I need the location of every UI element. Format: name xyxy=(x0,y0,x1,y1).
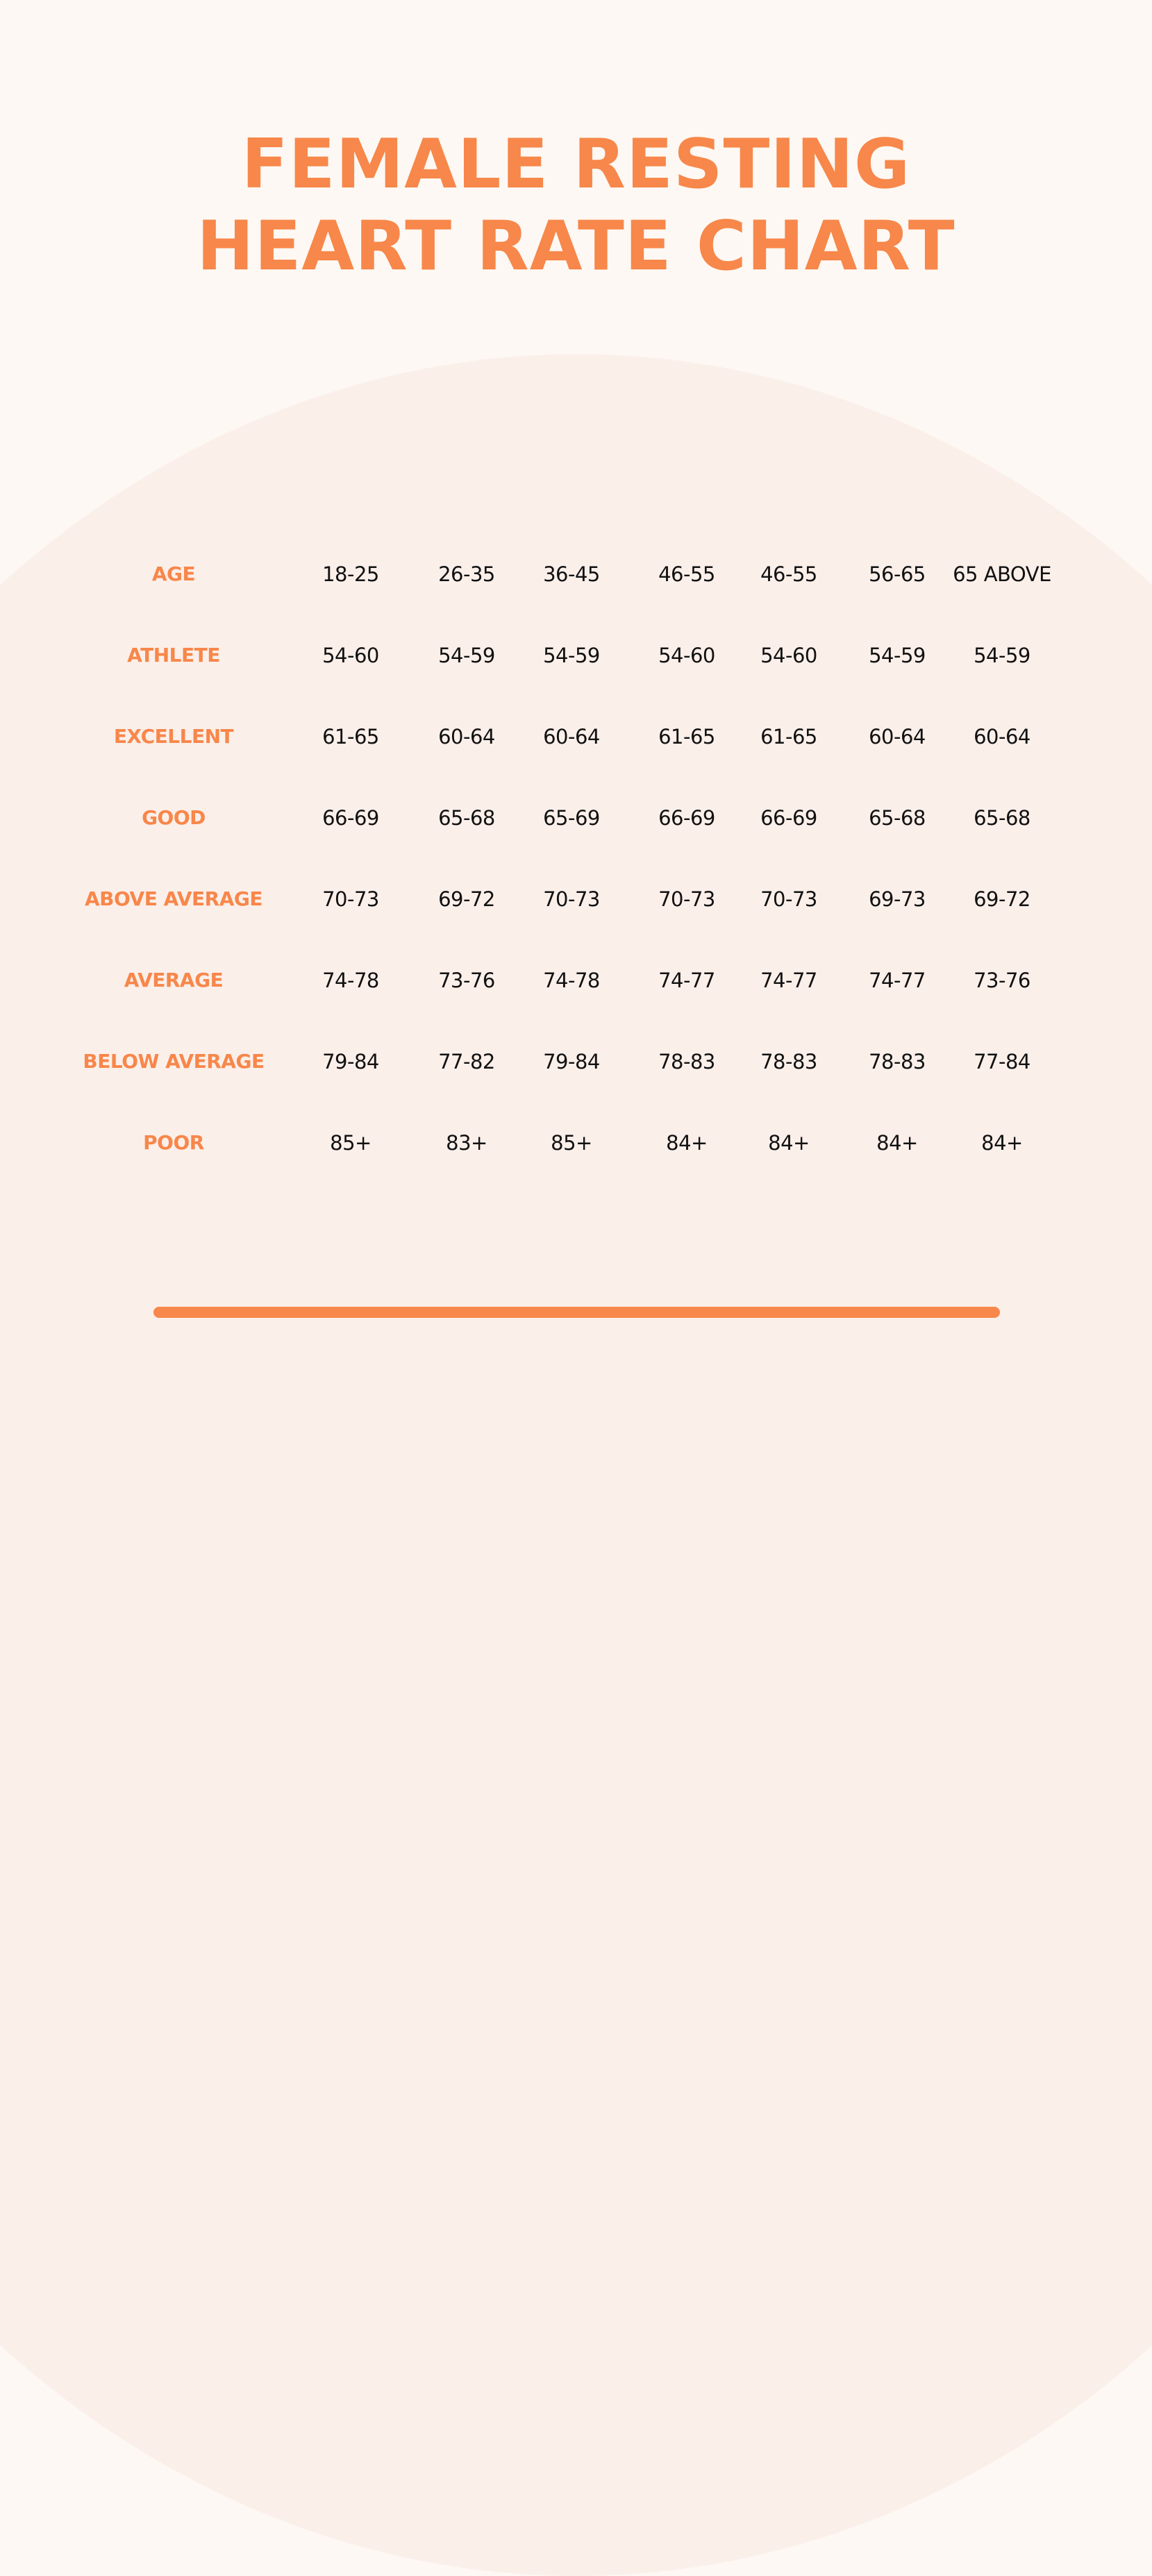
table-cell: 65-68 xyxy=(974,806,1030,830)
table-cell: 78-83 xyxy=(869,1050,926,1073)
table-cell: 73-76 xyxy=(438,969,495,992)
heart-rate-table: AGE 18-25 26-35 36-45 46-55 46-55 56-65 … xyxy=(0,549,1152,1198)
age-column-header: 36-45 xyxy=(543,562,600,586)
row-label: BELOW AVERAGE xyxy=(83,1050,265,1073)
table-row: EXCELLENT 61-65 60-64 60-64 61-65 61-65 … xyxy=(0,711,1152,792)
table-cell: 74-78 xyxy=(322,969,379,992)
table-cell: 60-64 xyxy=(974,725,1030,748)
table-cell: 70-73 xyxy=(322,887,379,911)
table-cell: 77-84 xyxy=(974,1050,1030,1073)
table-cell: 66-69 xyxy=(322,806,379,830)
table-cell: 54-60 xyxy=(760,644,817,667)
table-cell: 54-59 xyxy=(438,644,495,667)
table-cell: 85+ xyxy=(330,1131,372,1155)
row-label: AGE xyxy=(151,562,196,585)
table-cell: 74-77 xyxy=(869,969,926,992)
table-cell: 61-65 xyxy=(658,725,715,748)
row-label: ATHLETE xyxy=(127,644,220,667)
table-header-row: AGE 18-25 26-35 36-45 46-55 46-55 56-65 … xyxy=(0,549,1152,630)
table-cell: 60-64 xyxy=(543,725,600,748)
table-cell: 84+ xyxy=(666,1131,708,1155)
row-label: POOR xyxy=(143,1131,204,1154)
table-row: GOOD 66-69 65-68 65-69 66-69 66-69 65-68… xyxy=(0,792,1152,873)
table-cell: 74-77 xyxy=(658,969,715,992)
age-column-header: 65 ABOVE xyxy=(953,562,1051,586)
table-cell: 79-84 xyxy=(322,1050,379,1073)
table-row: AVERAGE 74-78 73-76 74-78 74-77 74-77 74… xyxy=(0,955,1152,1036)
table-cell: 65-69 xyxy=(543,806,600,830)
table-row: POOR 85+ 83+ 85+ 84+ 84+ 84+ 84+ xyxy=(0,1117,1152,1198)
table-cell: 69-72 xyxy=(438,887,495,911)
table-row: ATHLETE 54-60 54-59 54-59 54-60 54-60 54… xyxy=(0,630,1152,711)
table-cell: 77-82 xyxy=(438,1050,495,1073)
table-cell: 54-60 xyxy=(322,644,379,667)
table-cell: 84+ xyxy=(768,1131,810,1155)
age-column-header: 56-65 xyxy=(869,562,926,586)
title-line-2: HEART RATE CHART xyxy=(197,207,955,286)
row-label: GOOD xyxy=(142,806,206,829)
age-column-header: 46-55 xyxy=(658,562,715,586)
table-cell: 78-83 xyxy=(658,1050,715,1073)
table-cell: 61-65 xyxy=(760,725,817,748)
table-cell: 84+ xyxy=(981,1131,1023,1155)
table-cell: 65-68 xyxy=(438,806,495,830)
page-title: FEMALE RESTING HEART RATE CHART xyxy=(0,124,1152,287)
table-cell: 60-64 xyxy=(869,725,926,748)
table-cell: 69-73 xyxy=(869,887,926,911)
title-line-1: FEMALE RESTING xyxy=(241,125,911,204)
table-cell: 74-78 xyxy=(543,969,600,992)
table-cell: 73-76 xyxy=(974,969,1030,992)
decorative-divider-bar xyxy=(153,1307,1000,1318)
table-cell: 74-77 xyxy=(760,969,817,992)
table-cell: 61-65 xyxy=(322,725,379,748)
table-cell: 65-68 xyxy=(869,806,926,830)
table-cell: 70-73 xyxy=(760,887,817,911)
table-cell: 70-73 xyxy=(543,887,600,911)
table-cell: 85+ xyxy=(551,1131,592,1155)
row-label: AVERAGE xyxy=(124,969,224,992)
table-cell: 69-72 xyxy=(974,887,1030,911)
table-cell: 54-59 xyxy=(869,644,926,667)
age-column-header: 26-35 xyxy=(438,562,495,586)
table-cell: 83+ xyxy=(446,1131,487,1155)
table-row: ABOVE AVERAGE 70-73 69-72 70-73 70-73 70… xyxy=(0,873,1152,955)
table-cell: 79-84 xyxy=(543,1050,600,1073)
table-cell: 66-69 xyxy=(658,806,715,830)
row-label: EXCELLENT xyxy=(113,725,234,748)
table-cell: 54-59 xyxy=(974,644,1030,667)
age-column-header: 18-25 xyxy=(322,562,379,586)
row-label: ABOVE AVERAGE xyxy=(84,887,263,910)
table-cell: 70-73 xyxy=(658,887,715,911)
age-column-header: 46-55 xyxy=(760,562,817,586)
table-cell: 84+ xyxy=(876,1131,918,1155)
table-cell: 78-83 xyxy=(760,1050,817,1073)
table-cell: 66-69 xyxy=(760,806,817,830)
table-cell: 54-60 xyxy=(658,644,715,667)
table-cell: 60-64 xyxy=(438,725,495,748)
table-row: BELOW AVERAGE 79-84 77-82 79-84 78-83 78… xyxy=(0,1036,1152,1117)
table-cell: 54-59 xyxy=(543,644,600,667)
